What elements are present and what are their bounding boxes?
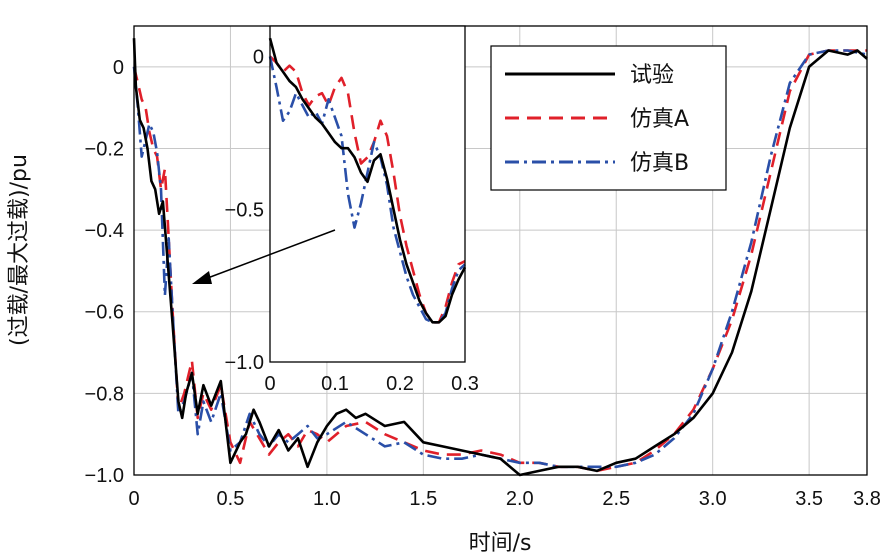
y-tick-label: 0: [113, 57, 124, 79]
y-tick-label: −0.2: [85, 138, 124, 160]
y-tick-label: −0.8: [85, 383, 124, 405]
inset-series-group: [268, 37, 467, 324]
inset-chart: 0 0.1 0.2 0.3 0 −0.5 −1.0: [225, 25, 479, 395]
y-tick-label: −0.6: [85, 302, 124, 324]
inset-x-tick-label: 0.2: [386, 373, 414, 395]
legend-box: [490, 45, 727, 191]
inset-x-tick-label: 0.1: [321, 373, 349, 395]
legend-label-sim-a: 仿真A: [630, 107, 689, 132]
x-tick-label: 0: [128, 488, 139, 510]
legend-label-sim-b: 仿真B: [630, 151, 689, 176]
x-tick-label: 3.8: [853, 488, 881, 510]
inset-background: [270, 26, 465, 362]
x-tick-label: 3.0: [699, 488, 727, 510]
x-tick-label: 0.5: [217, 488, 245, 510]
series-test-line: [132, 38, 868, 477]
legend-label-test: 试验: [630, 63, 674, 88]
inset-frame: [269, 25, 466, 363]
x-tick-label: 2.0: [506, 488, 534, 510]
y-tick-label: −0.4: [85, 220, 124, 242]
inset-tick-labels: 0 0.1 0.2 0.3 0 −0.5 −1.0: [225, 47, 479, 395]
main-plot-frame: [133, 25, 868, 476]
inset-x-tick-label: 0.3: [451, 373, 479, 395]
y-tick-label: −1.0: [85, 465, 124, 487]
zoom-arrow: [192, 229, 336, 284]
inset-series-test-line: [268, 37, 467, 324]
x-tick-label: 1.5: [409, 488, 437, 510]
main-tick-labels: 0 0.5 1.0 1.5 2.0 2.5 3.0 3.5 3.8 0 −0.2 −0.4 −0.6 −0…: [85, 57, 881, 510]
main-series-group: [132, 38, 868, 477]
x-tick-label: 2.5: [602, 488, 630, 510]
x-tick-label: 1.0: [313, 488, 341, 510]
inset-y-tick-label: −1.0: [225, 352, 264, 374]
x-axis-title: 时间/s: [469, 531, 532, 556]
inset-x-tick-label: 0: [264, 373, 275, 395]
inset-y-tick-label: −0.5: [225, 199, 264, 221]
x-tick-label: 3.5: [795, 488, 823, 510]
y-axis-title: (过载/最大过载)/pu: [7, 154, 32, 346]
legend: 试验 仿真A 仿真B: [490, 45, 727, 191]
inset-series-sim-b-line: [268, 56, 466, 324]
inset-y-tick-label: 0: [253, 47, 264, 69]
